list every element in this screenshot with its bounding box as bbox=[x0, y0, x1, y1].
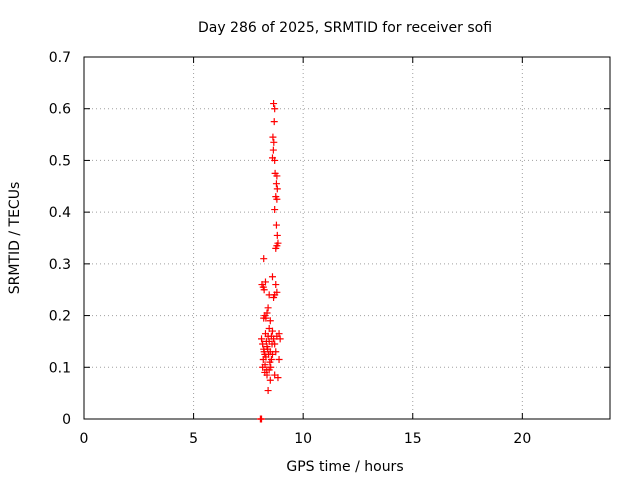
data-point bbox=[268, 273, 276, 281]
y-tick-label: 0.1 bbox=[49, 360, 71, 376]
data-point bbox=[271, 206, 279, 214]
data-point bbox=[271, 340, 279, 348]
data-point bbox=[268, 154, 276, 162]
data-point bbox=[272, 180, 280, 188]
grid-lines bbox=[84, 57, 610, 419]
data-points bbox=[256, 100, 284, 423]
data-point bbox=[267, 332, 275, 340]
data-point bbox=[273, 288, 281, 296]
data-point bbox=[275, 356, 283, 364]
data-point bbox=[258, 415, 266, 423]
data-point bbox=[258, 335, 266, 343]
plot-frame bbox=[83, 56, 611, 420]
data-point bbox=[266, 358, 274, 366]
y-tick-label: 0.6 bbox=[49, 102, 71, 118]
data-point bbox=[272, 281, 280, 289]
data-point bbox=[273, 185, 281, 193]
data-point bbox=[273, 172, 281, 180]
y-tick-label: 0.4 bbox=[49, 205, 71, 221]
data-point bbox=[272, 244, 280, 252]
data-point bbox=[272, 221, 280, 229]
axis-ticks: 0 5 10 15 20 0 0.1 0.2 0.3 0.4 0.5 0.6 0.7 bbox=[49, 50, 610, 447]
y-tick-label: 0 bbox=[62, 412, 71, 428]
data-point bbox=[265, 291, 273, 299]
data-point bbox=[274, 374, 282, 382]
data-point bbox=[259, 363, 267, 371]
x-tick-label: 0 bbox=[80, 431, 89, 447]
data-point bbox=[262, 337, 270, 345]
data-point bbox=[265, 366, 273, 374]
y-axis-label: SRMTID / TECUs bbox=[7, 182, 23, 295]
data-point bbox=[261, 330, 269, 338]
data-point bbox=[270, 100, 278, 108]
data-point bbox=[270, 138, 278, 146]
data-point bbox=[273, 195, 281, 203]
x-tick-label: 10 bbox=[294, 431, 312, 447]
data-point bbox=[265, 325, 273, 332]
x-tick-label: 5 bbox=[189, 431, 198, 447]
chart-title: Day 286 of 2025, SRMTID for receiver sof… bbox=[198, 20, 492, 36]
data-point bbox=[263, 371, 271, 379]
data-point bbox=[266, 317, 274, 325]
data-point bbox=[271, 105, 279, 113]
x-tick-label: 15 bbox=[404, 431, 422, 447]
data-point bbox=[259, 340, 267, 348]
data-point bbox=[264, 304, 272, 312]
data-point bbox=[266, 376, 274, 384]
data-point bbox=[269, 146, 277, 154]
data-point bbox=[269, 133, 277, 141]
data-point bbox=[264, 387, 272, 395]
data-point bbox=[268, 350, 276, 358]
data-point bbox=[263, 309, 271, 317]
y-tick-label: 0.3 bbox=[49, 257, 71, 273]
y-tick-label: 0.2 bbox=[49, 309, 71, 325]
data-point bbox=[260, 255, 268, 263]
data-point bbox=[264, 345, 272, 353]
data-point bbox=[260, 286, 268, 294]
data-point bbox=[260, 348, 268, 356]
data-point bbox=[270, 118, 278, 126]
x-tick-label: 20 bbox=[513, 431, 531, 447]
data-point bbox=[261, 278, 269, 286]
data-point bbox=[273, 231, 281, 239]
x-axis-label: GPS time / hours bbox=[286, 459, 403, 475]
data-point bbox=[260, 314, 268, 322]
data-point bbox=[270, 293, 278, 301]
data-point bbox=[259, 356, 267, 364]
y-tick-label: 0.7 bbox=[49, 50, 71, 66]
y-tick-label: 0.5 bbox=[49, 153, 71, 169]
